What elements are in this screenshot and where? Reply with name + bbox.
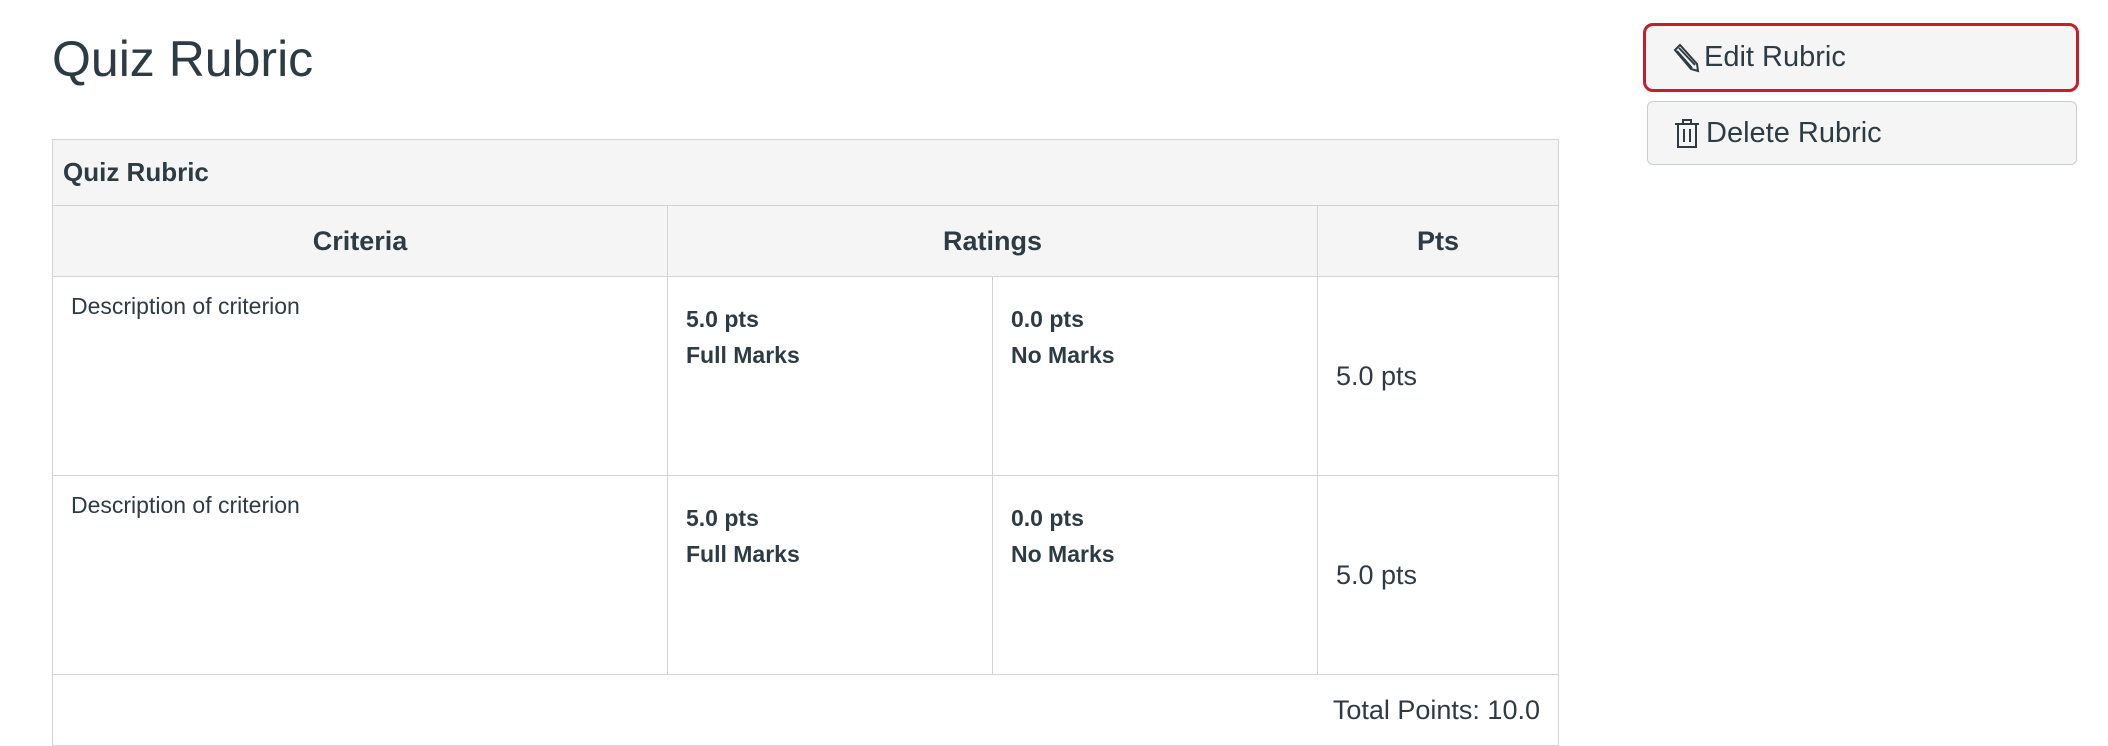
- rating-label: Full Marks: [686, 342, 800, 368]
- rating-label: No Marks: [1011, 342, 1115, 368]
- rubric-caption: Quiz Rubric: [52, 139, 1559, 206]
- edit-rubric-label: Edit Rubric: [1704, 41, 1846, 73]
- rating-cell: 0.0 pts No Marks: [992, 475, 1318, 675]
- total-points: Total Points: 10.0: [52, 674, 1559, 746]
- rating-label: No Marks: [1011, 541, 1115, 567]
- rating-cell: 5.0 pts Full Marks: [667, 276, 993, 476]
- rating-label: Full Marks: [686, 541, 800, 567]
- pts-header: Pts: [1317, 205, 1559, 277]
- delete-rubric-label: Delete Rubric: [1706, 116, 1882, 149]
- rating-points: 0.0 pts: [1011, 306, 1084, 332]
- page-title: Quiz Rubric: [52, 31, 314, 87]
- criterion-points: 5.0 pts: [1317, 475, 1559, 675]
- table-row: Description of criterion 5.0 pts Full Mar…: [52, 276, 1559, 476]
- criterion-description: Description of criterion: [52, 475, 668, 675]
- table-row: Description of criterion 5.0 pts Full Mar…: [52, 475, 1559, 675]
- rubric-table: Quiz Rubric Criteria Ratings Pts Descrip…: [52, 139, 1559, 746]
- rating-points: 5.0 pts: [686, 306, 759, 332]
- edit-rubric-button[interactable]: Edit Rubric: [1643, 23, 2079, 92]
- rating-cell: 5.0 pts Full Marks: [667, 475, 993, 675]
- criterion-description: Description of criterion: [52, 276, 668, 476]
- ratings-header: Ratings: [667, 205, 1318, 277]
- pencil-icon: [1673, 43, 1700, 72]
- criteria-header: Criteria: [52, 205, 668, 277]
- rating-points: 5.0 pts: [686, 505, 759, 531]
- rating-points: 0.0 pts: [1011, 505, 1084, 531]
- rating-cell: 0.0 pts No Marks: [992, 276, 1318, 476]
- delete-rubric-button[interactable]: Delete Rubric: [1647, 101, 2077, 165]
- criterion-points: 5.0 pts: [1317, 276, 1559, 476]
- trash-icon: [1675, 119, 1699, 148]
